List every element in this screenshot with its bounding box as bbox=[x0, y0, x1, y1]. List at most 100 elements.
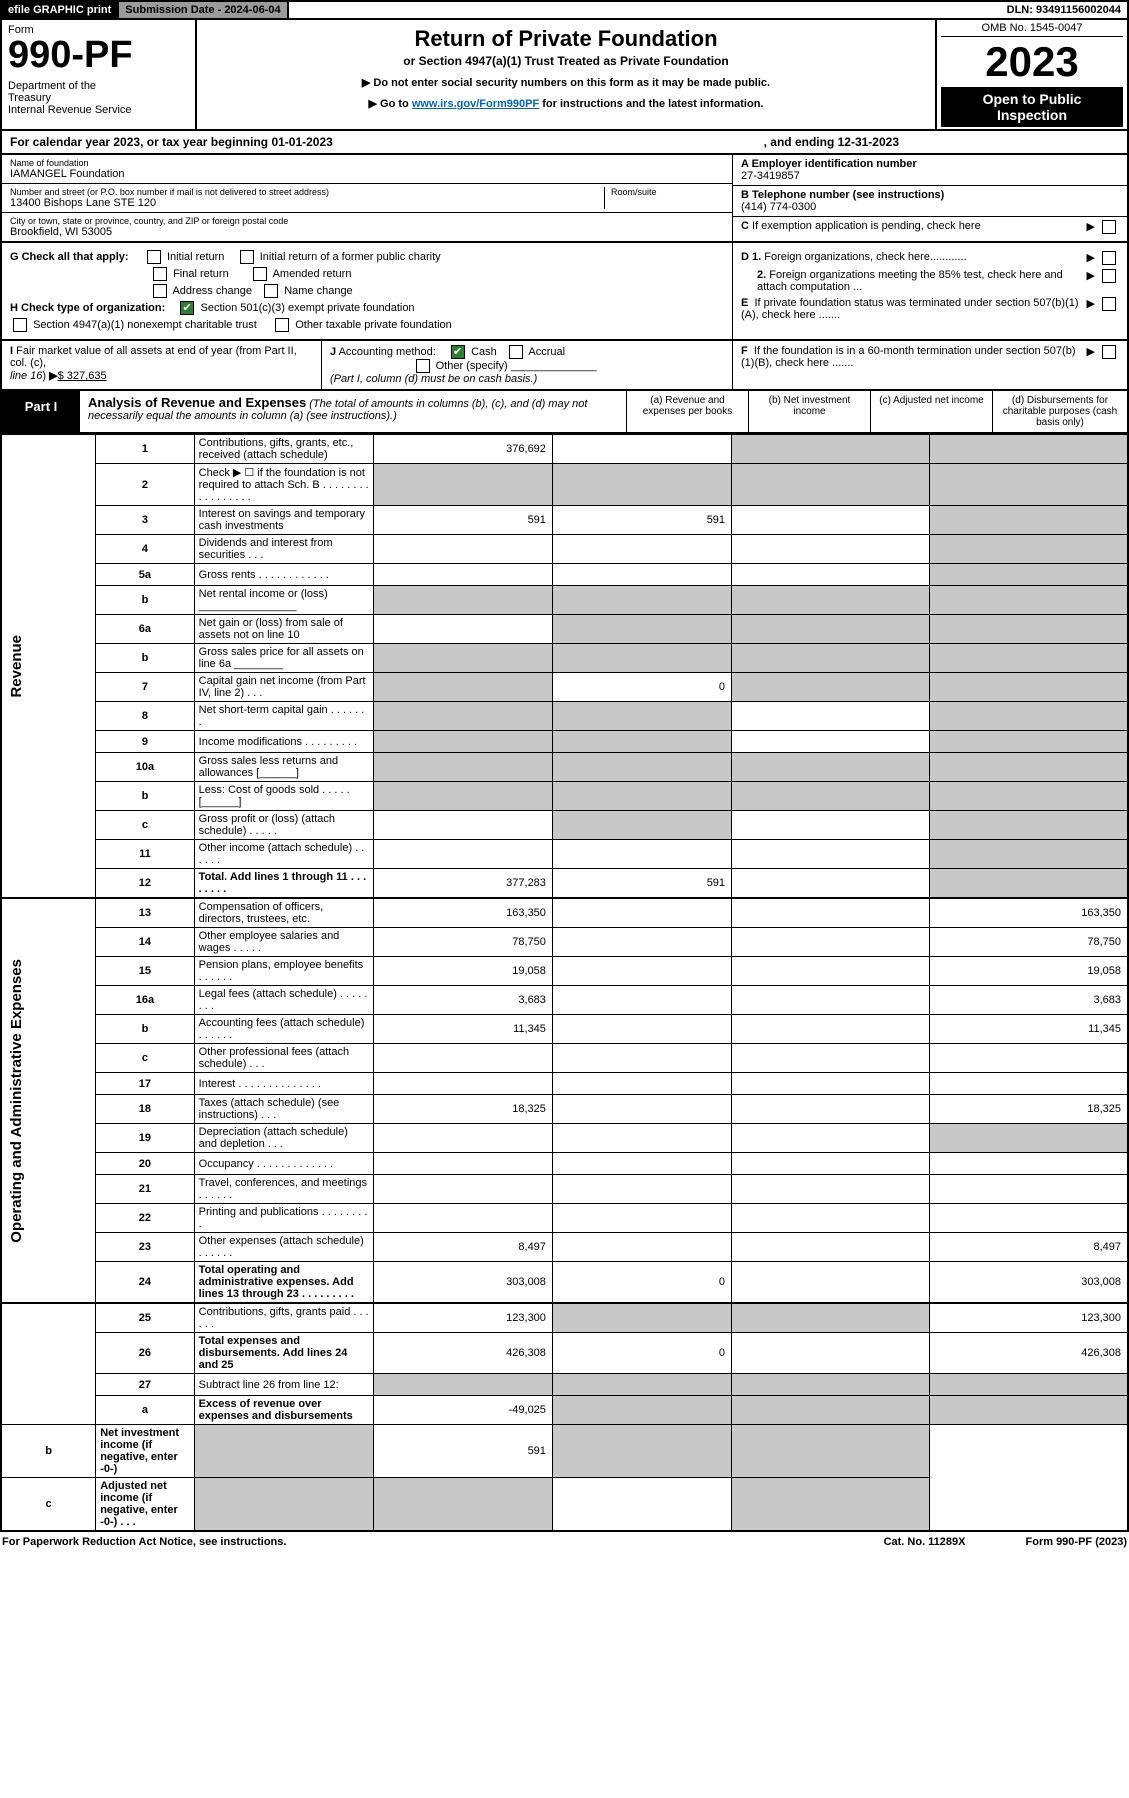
line-description: Interest on savings and temporary cash i… bbox=[194, 506, 373, 535]
line-description: Contributions, gifts, grants paid . . . … bbox=[194, 1303, 373, 1333]
line-number: 26 bbox=[96, 1333, 194, 1374]
room-suite-label: Room/suite bbox=[611, 187, 724, 197]
checkbox-c[interactable] bbox=[1102, 220, 1116, 234]
line-description: Contributions, gifts, grants, etc., rece… bbox=[194, 435, 373, 464]
line-description: Total. Add lines 1 through 11 . . . . . … bbox=[194, 869, 373, 899]
line-description: Other expenses (attach schedule) . . . .… bbox=[194, 1233, 373, 1262]
col-a-header: (a) Revenue and expenses per books bbox=[626, 391, 748, 432]
g-row: G Check all that apply: Initial return I… bbox=[10, 250, 724, 264]
phone-cell: B Telephone number (see instructions) (4… bbox=[733, 186, 1127, 217]
table-row: bNet investment income (if negative, ent… bbox=[1, 1425, 1128, 1478]
table-row: 7Capital gain net income (from Part IV, … bbox=[1, 673, 1128, 702]
line-number: 27 bbox=[96, 1374, 194, 1396]
line-description: Accounting fees (attach schedule) . . . … bbox=[194, 1015, 373, 1044]
table-row: cGross profit or (loss) (attach schedule… bbox=[1, 811, 1128, 840]
checkbox-other-method[interactable] bbox=[416, 359, 430, 373]
checkbox-address-change[interactable] bbox=[153, 284, 167, 298]
line-description: Printing and publications . . . . . . . … bbox=[194, 1204, 373, 1233]
efile-dln: DLN: 93491156002044 bbox=[1001, 2, 1127, 18]
ein-cell: A Employer identification number 27-3419… bbox=[733, 155, 1127, 186]
link-irs-form990pf[interactable]: www.irs.gov/Form990PF bbox=[412, 98, 539, 110]
table-row: 2Check ▶ ☐ if the foundation is not requ… bbox=[1, 464, 1128, 506]
table-row: 19Depreciation (attach schedule) and dep… bbox=[1, 1124, 1128, 1153]
efile-print[interactable]: efile GRAPHIC print bbox=[2, 2, 119, 18]
form-header: Form 990-PF Department of theTreasuryInt… bbox=[0, 20, 1129, 131]
checkbox-accrual[interactable] bbox=[509, 345, 523, 359]
checkbox-amended-return[interactable] bbox=[253, 267, 267, 281]
table-row: 20Occupancy . . . . . . . . . . . . . bbox=[1, 1153, 1128, 1175]
line-description: Gross profit or (loss) (attach schedule)… bbox=[194, 811, 373, 840]
foundation-name-cell: Name of foundation IAMANGEL Foundation bbox=[2, 155, 732, 184]
line-number: c bbox=[1, 1478, 96, 1532]
line-number: 12 bbox=[96, 869, 194, 899]
h-row: H Check type of organization: Section 50… bbox=[10, 301, 724, 315]
line-number: 18 bbox=[96, 1095, 194, 1124]
address-city: Brookfield, WI 53005 bbox=[10, 226, 724, 238]
note-goto: ▶ Go to www.irs.gov/Form990PF for instru… bbox=[207, 97, 925, 110]
line-number: c bbox=[96, 1044, 194, 1073]
line-number: b bbox=[1, 1425, 96, 1478]
line-description: Other income (attach schedule) . . . . .… bbox=[194, 840, 373, 869]
checkbox-f[interactable] bbox=[1102, 345, 1116, 359]
line-description: Excess of revenue over expenses and disb… bbox=[194, 1396, 373, 1425]
line-number: 3 bbox=[96, 506, 194, 535]
checkbox-cash[interactable] bbox=[451, 345, 465, 359]
table-row: 26Total expenses and disbursements. Add … bbox=[1, 1333, 1128, 1374]
line-number: 23 bbox=[96, 1233, 194, 1262]
line-description: Taxes (attach schedule) (see instruction… bbox=[194, 1095, 373, 1124]
tax-year: 2023 bbox=[941, 41, 1123, 83]
line-description: Adjusted net income (if negative, enter … bbox=[96, 1478, 194, 1532]
line-description: Net investment income (if negative, ente… bbox=[96, 1425, 194, 1478]
table-row: 16aLegal fees (attach schedule) . . . . … bbox=[1, 986, 1128, 1015]
line-number: b bbox=[96, 782, 194, 811]
line-number: c bbox=[96, 811, 194, 840]
line-number: 6a bbox=[96, 615, 194, 644]
checkbox-initial-return[interactable] bbox=[147, 250, 161, 264]
j-accounting: J Accounting method: Cash Accrual Other … bbox=[322, 341, 732, 389]
line-description: Subtract line 26 from line 12: bbox=[194, 1374, 373, 1396]
exemption-pending-cell: C If exemption application is pending, c… bbox=[733, 217, 1127, 237]
line-number: 7 bbox=[96, 673, 194, 702]
part1-label: Part I bbox=[2, 391, 80, 432]
form-subtitle: or Section 4947(a)(1) Trust Treated as P… bbox=[207, 54, 925, 68]
line-description: Depreciation (attach schedule) and deple… bbox=[194, 1124, 373, 1153]
checkbox-4947a1[interactable] bbox=[13, 318, 27, 332]
table-row: bAccounting fees (attach schedule) . . .… bbox=[1, 1015, 1128, 1044]
table-row: 4Dividends and interest from securities … bbox=[1, 535, 1128, 564]
line-number: 14 bbox=[96, 928, 194, 957]
section-opex: Operating and Administrative Expenses bbox=[1, 898, 96, 1303]
line-number: 13 bbox=[96, 898, 194, 928]
line-number: 11 bbox=[96, 840, 194, 869]
checkbox-final-return[interactable] bbox=[153, 267, 167, 281]
table-row: bLess: Cost of goods sold . . . . . [___… bbox=[1, 782, 1128, 811]
ein-value: 27-3419857 bbox=[741, 170, 1119, 182]
checkbox-initial-return-former[interactable] bbox=[240, 250, 254, 264]
header-right: OMB No. 1545-0047 2023 Open to PublicIns… bbox=[937, 20, 1127, 129]
table-row: 22Printing and publications . . . . . . … bbox=[1, 1204, 1128, 1233]
checkbox-501c3[interactable] bbox=[180, 301, 194, 315]
col-b-header: (b) Net investment income bbox=[748, 391, 870, 432]
table-row: 12Total. Add lines 1 through 11 . . . . … bbox=[1, 869, 1128, 899]
checkbox-name-change[interactable] bbox=[264, 284, 278, 298]
checkbox-other-taxable[interactable] bbox=[275, 318, 289, 332]
fmv-value: $ 327,635 bbox=[58, 370, 107, 382]
line-description: Check ▶ ☐ if the foundation is not requi… bbox=[194, 464, 373, 506]
table-row: bGross sales price for all assets on lin… bbox=[1, 644, 1128, 673]
efile-bar: efile GRAPHIC print Submission Date - 20… bbox=[0, 0, 1129, 20]
line-number: 22 bbox=[96, 1204, 194, 1233]
line-description: Pension plans, employee benefits . . . .… bbox=[194, 957, 373, 986]
line-number: b bbox=[96, 586, 194, 615]
col-c-header: (c) Adjusted net income bbox=[870, 391, 992, 432]
line-description: Net rental income or (loss) ____________… bbox=[194, 586, 373, 615]
table-row: 10aGross sales less returns and allowanc… bbox=[1, 753, 1128, 782]
dept-treasury: Department of theTreasuryInternal Revenu… bbox=[8, 80, 189, 116]
table-row: 21Travel, conferences, and meetings . . … bbox=[1, 1175, 1128, 1204]
line-number: 9 bbox=[96, 731, 194, 753]
checkbox-d1[interactable] bbox=[1102, 251, 1116, 265]
line-number: 2 bbox=[96, 464, 194, 506]
table-row: 3Interest on savings and temporary cash … bbox=[1, 506, 1128, 535]
line-description: Gross sales price for all assets on line… bbox=[194, 644, 373, 673]
checkbox-d2[interactable] bbox=[1102, 269, 1116, 283]
checkbox-e[interactable] bbox=[1102, 297, 1116, 311]
table-row: Operating and Administrative Expenses13C… bbox=[1, 898, 1128, 928]
